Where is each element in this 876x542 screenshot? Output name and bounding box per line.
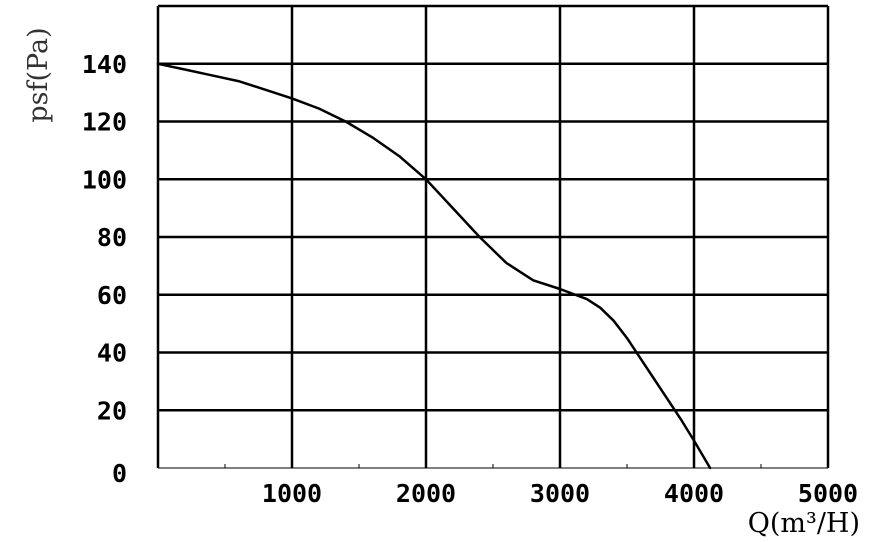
series-line-0 xyxy=(156,62,712,470)
y-tick-label-20: 20 xyxy=(97,396,127,425)
grid-lines xyxy=(158,6,828,468)
y-axis-title: psf(Pa) xyxy=(23,27,54,122)
x-axis-title: Q(m³/H) xyxy=(748,508,860,539)
y-tick-label-60: 60 xyxy=(97,281,127,310)
y-tick-label-0: 0 xyxy=(112,459,127,488)
series-layer xyxy=(156,62,712,470)
y-tick-label-80: 80 xyxy=(97,223,127,252)
x-tick-label-4000: 4000 xyxy=(664,479,724,508)
x-tick-label-3000: 3000 xyxy=(530,479,590,508)
y-axis-ticks: 0 20 40 60 80 100 120 140 xyxy=(82,50,127,488)
x-axis-ticks: 1000 2000 3000 4000 5000 xyxy=(262,479,858,508)
x-tick-label-1000: 1000 xyxy=(262,479,322,508)
y-tick-label-140: 140 xyxy=(82,50,127,79)
y-tick-label-40: 40 xyxy=(97,339,127,368)
plot-frame xyxy=(156,4,830,469)
y-tick-label-120: 120 xyxy=(82,108,127,137)
x-tick-label-2000: 2000 xyxy=(396,479,456,508)
x-tick-label-5000: 5000 xyxy=(798,479,858,508)
y-tick-label-100: 100 xyxy=(82,165,127,194)
